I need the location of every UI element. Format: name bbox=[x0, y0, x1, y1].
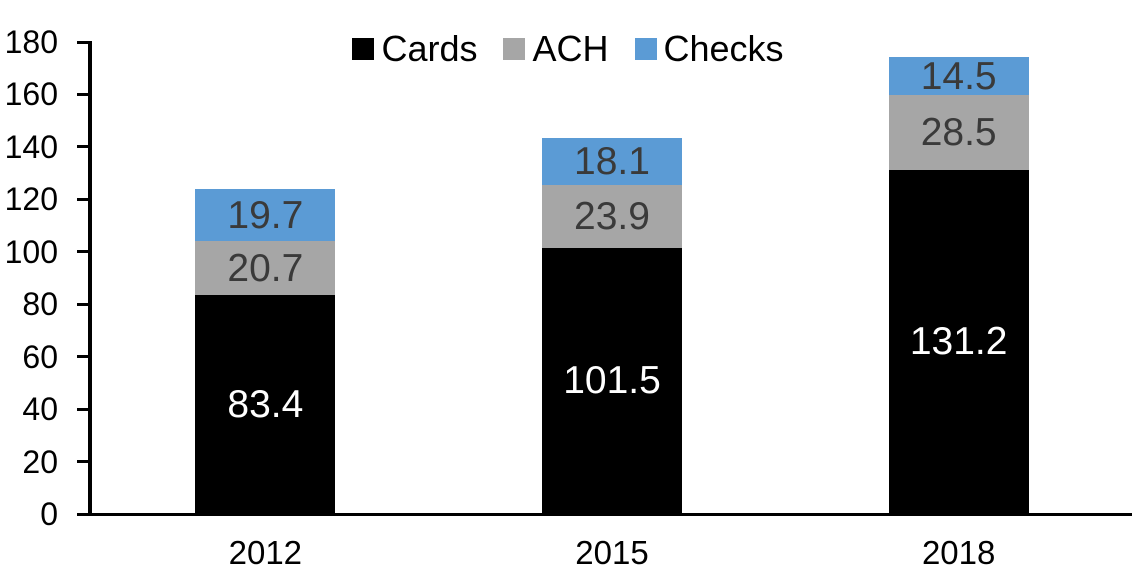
x-axis-label-2012: 2012 bbox=[228, 534, 303, 571]
bar-value-label: 14.5 bbox=[920, 54, 997, 98]
legend-item-checks: Checks bbox=[634, 28, 784, 70]
bar-segment-ach-2012: 20.7 bbox=[195, 241, 336, 296]
chart-legend: Cards ACH Checks bbox=[0, 26, 1136, 72]
y-axis-tick-label: 20 bbox=[22, 443, 58, 480]
y-axis-tick bbox=[77, 407, 92, 411]
legend-swatch-ach bbox=[503, 38, 526, 60]
y-axis-tick-label: 160 bbox=[4, 76, 58, 113]
bar-segment-checks-2018: 14.5 bbox=[888, 54, 1029, 98]
x-axis-label-2015: 2015 bbox=[575, 534, 649, 571]
y-axis-line bbox=[88, 42, 92, 516]
bar-segment-checks-2012: 19.7 bbox=[195, 189, 336, 242]
legend-swatch-checks bbox=[634, 38, 657, 60]
y-axis-tick-label: 0 bbox=[40, 496, 58, 532]
bar-value-label: 19.7 bbox=[227, 193, 304, 237]
bar-segment-cards-2012: 83.4 bbox=[195, 295, 336, 514]
y-axis-tick-label: 40 bbox=[22, 391, 58, 428]
y-axis-tick bbox=[77, 145, 92, 149]
bar-value-label: 83.4 bbox=[227, 383, 304, 427]
legend-swatch-cards bbox=[352, 38, 375, 60]
y-axis-tick bbox=[77, 197, 92, 201]
y-axis-tick bbox=[77, 92, 92, 96]
bar-value-label: 101.5 bbox=[563, 359, 661, 403]
y-axis-tick-label: 140 bbox=[4, 128, 58, 165]
legend-item-ach: ACH bbox=[503, 28, 609, 70]
x-axis-line bbox=[88, 513, 1132, 516]
bar-segment-cards-2015: 101.5 bbox=[542, 247, 682, 514]
y-axis-tick-label: 180 bbox=[4, 24, 58, 60]
bar-value-label: 18.1 bbox=[574, 139, 650, 183]
y-axis-tick-label: 60 bbox=[22, 338, 58, 375]
legend-label-ach: ACH bbox=[532, 28, 609, 69]
legend-label-checks: Checks bbox=[663, 28, 784, 69]
y-axis-tick-label: 120 bbox=[4, 181, 58, 218]
y-axis-tick-label: 80 bbox=[22, 286, 58, 323]
legend-item-cards: Cards bbox=[352, 28, 477, 70]
bar-segment-checks-2015: 18.1 bbox=[542, 137, 682, 186]
bar-segment-cards-2018: 131.2 bbox=[888, 169, 1029, 514]
bar-value-label: 20.7 bbox=[227, 246, 304, 290]
y-axis-tick-label: 100 bbox=[4, 233, 58, 270]
y-axis-tick bbox=[77, 40, 92, 44]
bar-segment-ach-2015: 23.9 bbox=[542, 185, 682, 248]
y-axis-tick bbox=[77, 460, 92, 464]
y-axis-tick bbox=[77, 355, 92, 359]
y-axis-tick bbox=[77, 302, 92, 306]
bar-segment-ach-2018: 28.5 bbox=[888, 95, 1029, 170]
bar-value-label: 131.2 bbox=[909, 320, 1008, 364]
legend-label-cards: Cards bbox=[381, 28, 478, 69]
y-axis-tick bbox=[77, 512, 92, 516]
bar-value-label: 28.5 bbox=[920, 111, 997, 155]
bar-value-label: 23.9 bbox=[574, 195, 650, 238]
x-axis-label-2018: 2018 bbox=[921, 534, 996, 571]
y-axis-tick bbox=[77, 250, 92, 254]
